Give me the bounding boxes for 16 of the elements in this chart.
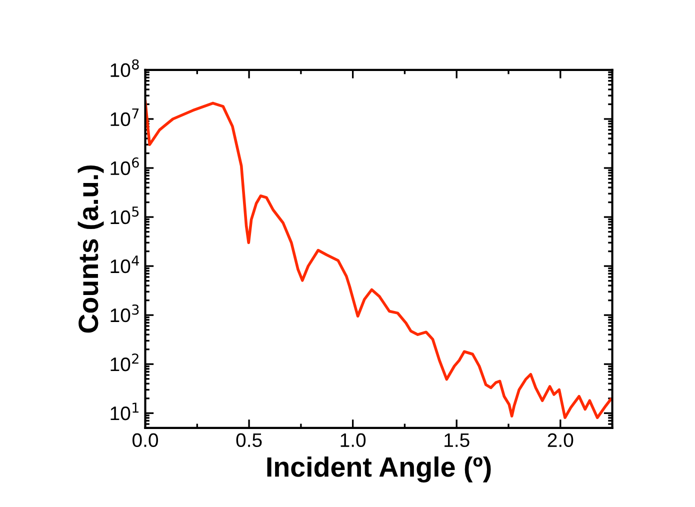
y-tick-label: 10$^{6}$ xyxy=(110,157,139,176)
x-tick-label: 0.0 xyxy=(132,433,158,448)
y-tick-label: 10$^{8}$ xyxy=(110,59,139,78)
x-tick-label: 2.0 xyxy=(548,433,574,448)
y-tick-label: 10$^{2}$ xyxy=(110,353,138,372)
x-tick-label: 1.0 xyxy=(340,433,366,448)
x-tick-label: 1.5 xyxy=(444,433,470,448)
y-tick-label: 10$^{1}$ xyxy=(110,402,138,420)
y-tick-label: 10$^{5}$ xyxy=(110,206,139,224)
x-axis-title: Incident Angle (º) xyxy=(267,456,491,482)
y-tick-label: 10$^{3}$ xyxy=(110,304,139,322)
x-tick-label: 0.5 xyxy=(236,433,262,448)
y-tick-label: 10$^{7}$ xyxy=(110,108,139,126)
line-series xyxy=(145,100,612,420)
y-axis-title: Counts (a.u.) xyxy=(78,165,104,333)
y-tick-label: 10$^{4}$ xyxy=(110,256,139,274)
